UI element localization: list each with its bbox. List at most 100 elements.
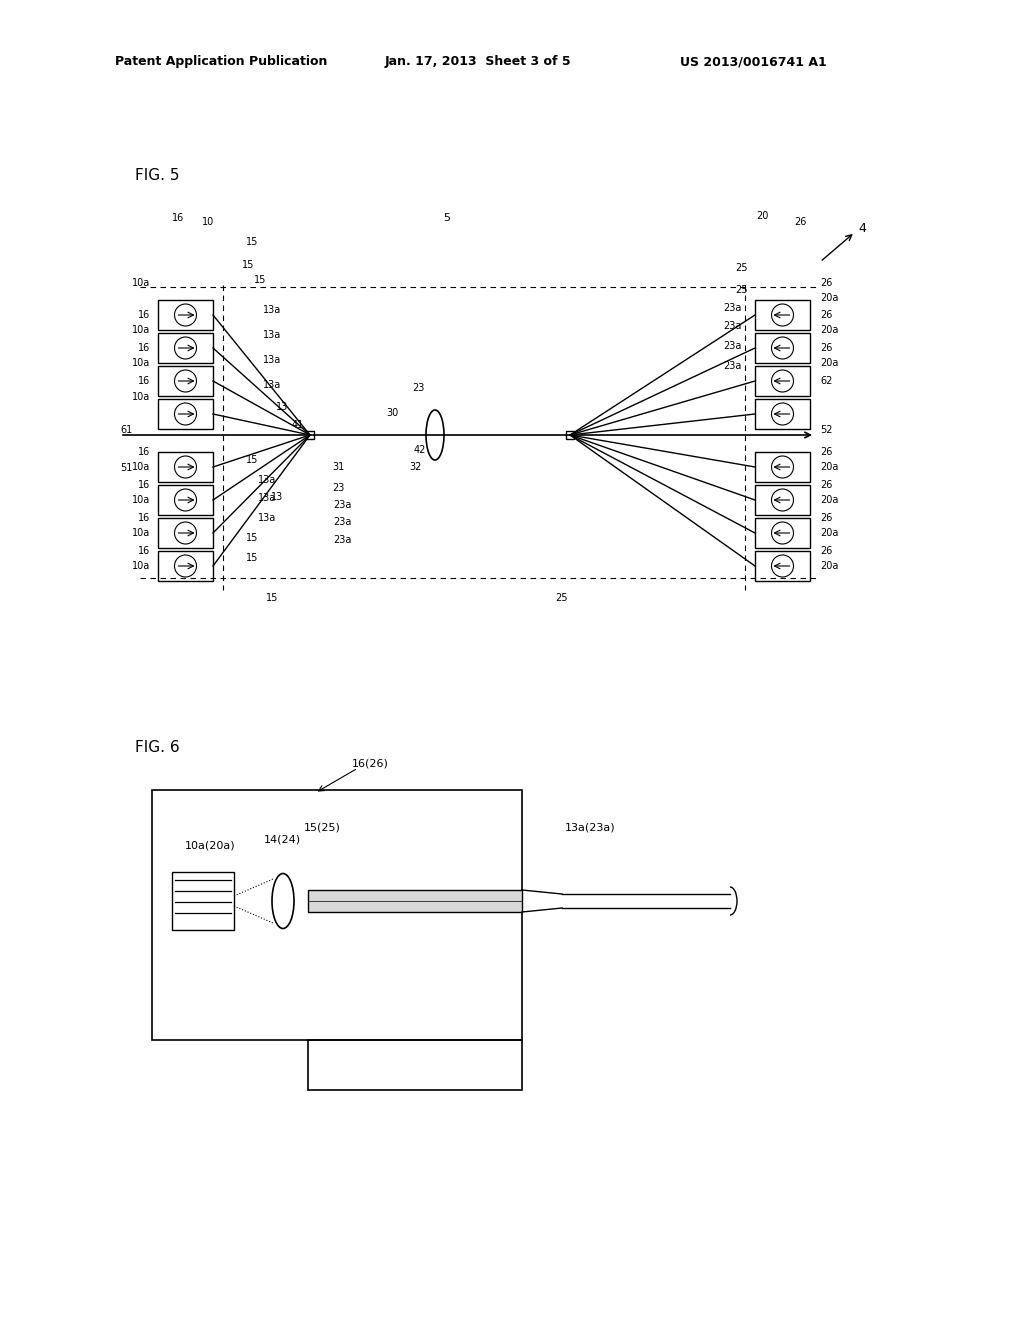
Text: 26: 26 xyxy=(820,447,833,457)
Text: 25: 25 xyxy=(735,263,748,273)
Text: 20a: 20a xyxy=(820,528,839,539)
Bar xyxy=(755,399,810,429)
Text: 41: 41 xyxy=(292,420,304,430)
Bar xyxy=(755,333,810,363)
Text: 26: 26 xyxy=(820,480,833,490)
Text: 16: 16 xyxy=(138,513,150,523)
Text: 15: 15 xyxy=(246,553,258,564)
Bar xyxy=(158,300,213,330)
Text: 15(25): 15(25) xyxy=(303,822,340,833)
Text: 20a: 20a xyxy=(820,325,839,335)
Bar xyxy=(158,451,213,482)
Text: 16: 16 xyxy=(138,343,150,352)
Bar xyxy=(158,399,213,429)
Text: 61: 61 xyxy=(121,425,133,436)
Text: 20a: 20a xyxy=(820,561,839,572)
Text: 16: 16 xyxy=(172,213,184,223)
Text: 23: 23 xyxy=(332,483,344,492)
Text: 10a: 10a xyxy=(132,495,150,506)
Text: 13a: 13a xyxy=(263,355,282,366)
Text: 10: 10 xyxy=(202,216,214,227)
Bar xyxy=(308,890,522,912)
Text: 5: 5 xyxy=(443,213,451,223)
Text: 15: 15 xyxy=(266,593,279,603)
Text: FIG. 6: FIG. 6 xyxy=(135,741,179,755)
Bar xyxy=(755,550,810,581)
Text: 51: 51 xyxy=(121,463,133,473)
Text: 23a: 23a xyxy=(333,517,351,527)
Text: 13a(23a): 13a(23a) xyxy=(564,822,615,833)
Bar xyxy=(755,451,810,482)
Text: 15: 15 xyxy=(246,238,258,247)
Text: 10a: 10a xyxy=(132,358,150,368)
Text: 16: 16 xyxy=(138,376,150,385)
Text: FIG. 5: FIG. 5 xyxy=(135,168,179,182)
Text: 20a: 20a xyxy=(820,462,839,473)
Text: 13a: 13a xyxy=(263,330,282,341)
Text: 23a: 23a xyxy=(333,500,351,510)
Text: 16: 16 xyxy=(138,310,150,319)
Text: 13a: 13a xyxy=(263,305,282,315)
Text: 10a: 10a xyxy=(132,279,150,288)
Bar xyxy=(306,432,314,440)
Text: 26: 26 xyxy=(820,513,833,523)
Text: Jan. 17, 2013  Sheet 3 of 5: Jan. 17, 2013 Sheet 3 of 5 xyxy=(385,55,571,69)
Text: 13a: 13a xyxy=(258,492,276,503)
Bar xyxy=(158,517,213,548)
Bar xyxy=(152,789,522,1040)
Bar xyxy=(755,300,810,330)
Text: 32: 32 xyxy=(409,462,421,473)
Bar xyxy=(172,873,234,931)
Text: 13a: 13a xyxy=(263,380,282,389)
Text: 26: 26 xyxy=(820,279,833,288)
Text: 16: 16 xyxy=(138,480,150,490)
Text: 20: 20 xyxy=(756,211,768,220)
Text: 26: 26 xyxy=(794,216,806,227)
Text: 26: 26 xyxy=(820,546,833,556)
Text: 30: 30 xyxy=(386,408,398,418)
Text: Patent Application Publication: Patent Application Publication xyxy=(115,55,328,69)
Text: 25: 25 xyxy=(735,285,748,294)
Text: 15: 15 xyxy=(246,455,258,465)
Text: 13: 13 xyxy=(271,492,283,502)
Bar xyxy=(755,484,810,515)
Text: 26: 26 xyxy=(820,343,833,352)
Text: 20a: 20a xyxy=(820,293,839,304)
Bar xyxy=(308,1040,522,1090)
Text: 10a: 10a xyxy=(132,528,150,539)
Bar xyxy=(158,484,213,515)
Text: 15: 15 xyxy=(242,260,254,271)
Text: 23a: 23a xyxy=(333,535,351,545)
Text: 23a: 23a xyxy=(724,341,742,351)
Text: 42: 42 xyxy=(414,445,426,455)
Text: 10a: 10a xyxy=(132,462,150,473)
Text: 13a: 13a xyxy=(258,513,276,523)
Text: 52: 52 xyxy=(820,425,833,436)
Text: 10a: 10a xyxy=(132,325,150,335)
Text: US 2013/0016741 A1: US 2013/0016741 A1 xyxy=(680,55,826,69)
Bar xyxy=(158,366,213,396)
Text: 25: 25 xyxy=(556,593,568,603)
Text: 16: 16 xyxy=(138,447,150,457)
Bar xyxy=(158,550,213,581)
Bar xyxy=(158,333,213,363)
Text: 23a: 23a xyxy=(724,360,742,371)
Text: 23a: 23a xyxy=(724,321,742,331)
Text: 10a(20a): 10a(20a) xyxy=(184,840,236,850)
Text: 10a: 10a xyxy=(132,392,150,403)
Text: 13a: 13a xyxy=(258,475,276,484)
Bar xyxy=(755,366,810,396)
Text: 16(26): 16(26) xyxy=(351,759,388,770)
Bar xyxy=(755,517,810,548)
Text: 23a: 23a xyxy=(724,304,742,313)
Text: 23: 23 xyxy=(412,383,424,393)
Bar xyxy=(566,432,574,440)
Text: 10a: 10a xyxy=(132,561,150,572)
Text: 4: 4 xyxy=(858,222,866,235)
Text: 15: 15 xyxy=(246,533,258,543)
Text: 20a: 20a xyxy=(820,495,839,506)
Text: 16: 16 xyxy=(138,546,150,556)
Text: 13: 13 xyxy=(275,403,288,412)
Text: 14(24): 14(24) xyxy=(263,836,301,845)
Text: 62: 62 xyxy=(820,376,833,385)
